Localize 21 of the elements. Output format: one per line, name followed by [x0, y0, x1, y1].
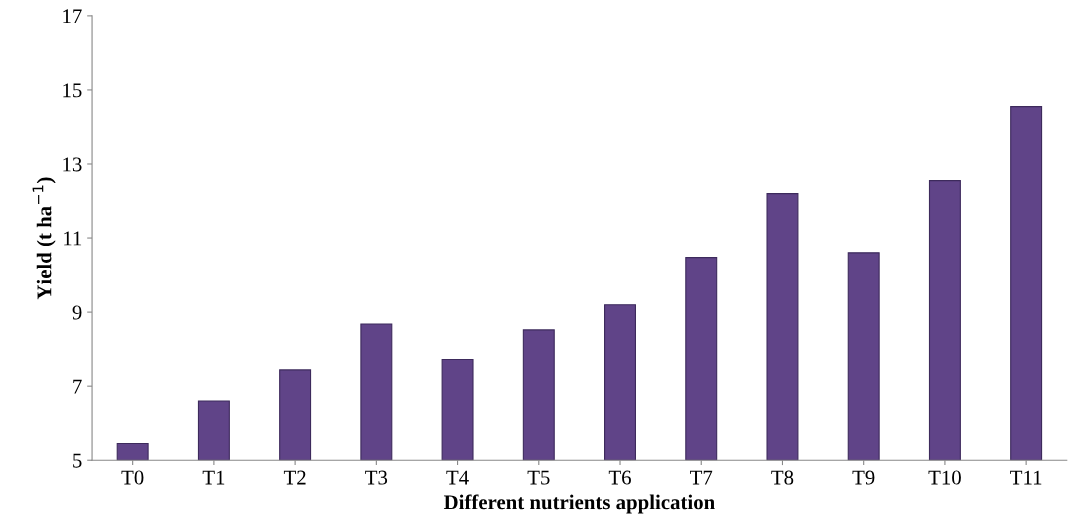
x-tick-label: T6: [608, 470, 631, 485]
x-tick-label: T0: [121, 470, 144, 485]
x-tick-label: T3: [365, 470, 388, 485]
x-tick-label: T5: [527, 470, 550, 485]
x-tick-label: T11: [1010, 470, 1042, 485]
x-tick-label: T7: [690, 470, 713, 485]
y-tick-label: 7: [73, 379, 82, 394]
y-tick-label: 15: [63, 83, 82, 98]
x-tick-label: T4: [446, 470, 469, 485]
y-tick-label: 9: [72, 305, 82, 320]
x-tick-label: T8: [771, 470, 794, 485]
y-tick-label: 13: [63, 157, 82, 172]
x-tick-label: T10: [928, 470, 961, 485]
y-tick-label: 5: [73, 453, 82, 468]
y-tick-label: 11: [64, 231, 82, 246]
x-tick-label: T2: [283, 470, 306, 485]
y-axis-title: Yield (t ha$^{−1}$): [32, 177, 56, 300]
y-tick-label: 17: [63, 9, 82, 24]
x-tick-label: T9: [852, 470, 875, 485]
x-axis-title: Different nutrients application: [443, 494, 715, 514]
x-tick-label: T1: [202, 470, 225, 485]
